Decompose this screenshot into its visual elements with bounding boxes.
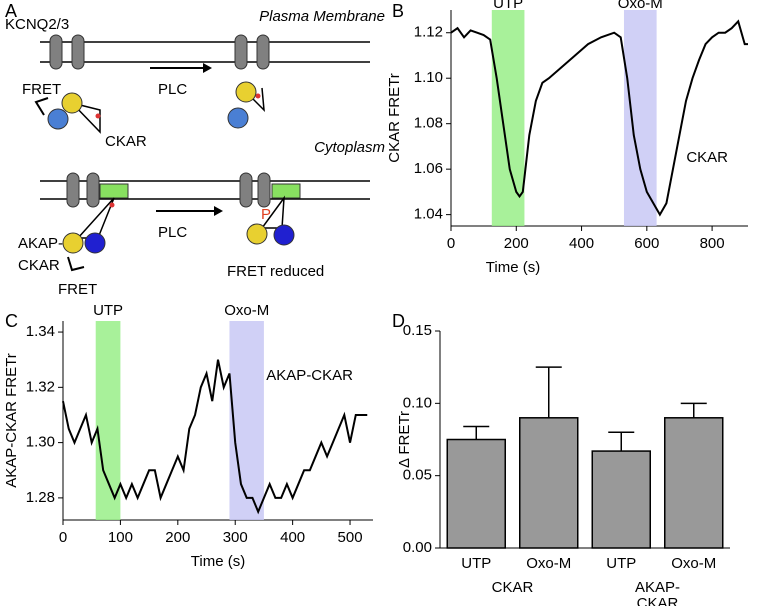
fret-arrow xyxy=(34,97,49,116)
x-axis-title: Time (s) xyxy=(191,553,245,570)
stimulus-label: UTP xyxy=(493,0,523,12)
channel xyxy=(257,172,271,208)
x-tick-label: 400 xyxy=(280,529,305,546)
trace xyxy=(450,19,748,217)
label: Plasma Membrane xyxy=(259,8,385,25)
x-tick-label: Oxo-M xyxy=(526,555,571,572)
x-tick-label: 600 xyxy=(634,235,659,252)
bar xyxy=(446,438,506,549)
arrow-head xyxy=(214,206,223,216)
linker xyxy=(260,195,285,229)
diagram: A KCNQ2/3 Plasma xyxy=(5,1,385,298)
panel-letter: B xyxy=(392,1,404,21)
panel-letter: D xyxy=(392,311,405,331)
akap xyxy=(271,183,301,199)
group-label: AKAP- xyxy=(635,579,680,596)
stimulus-band xyxy=(229,321,264,520)
panel-letter: C xyxy=(5,311,18,331)
y-axis-title: AKAP-CKAR FRETr xyxy=(3,353,20,487)
group-label: CKAR xyxy=(492,579,534,596)
label: P xyxy=(261,206,271,223)
y-axis-title: Δ FRETr xyxy=(396,411,413,468)
site xyxy=(95,113,101,119)
stimulus-label: UTP xyxy=(93,302,123,319)
cfp xyxy=(84,232,106,254)
cfp xyxy=(47,108,69,130)
y-axis-title: CKAR FRETr xyxy=(386,73,403,162)
x-tick-label: 300 xyxy=(223,529,248,546)
akap xyxy=(99,183,129,199)
y-tick-label: 1.30 xyxy=(26,434,55,451)
channel xyxy=(66,172,80,208)
channel xyxy=(239,172,253,208)
y-tick-label: 1.06 xyxy=(414,160,443,177)
cfp xyxy=(273,224,295,246)
label: FRET xyxy=(22,81,61,98)
label: Cytoplasm xyxy=(314,139,385,156)
x-tick-label: 200 xyxy=(165,529,190,546)
y-tick-label: 1.04 xyxy=(414,206,443,223)
y-tick-label: 1.34 xyxy=(26,323,55,340)
linker xyxy=(69,101,101,134)
label: PLC xyxy=(158,81,187,98)
x-tick-label: UTP xyxy=(606,555,636,572)
group-label: CKAR xyxy=(637,595,679,606)
stimulus-band xyxy=(95,321,121,520)
yfp xyxy=(235,81,257,103)
channel xyxy=(234,34,248,70)
y-tick-label: 1.10 xyxy=(414,69,443,86)
label: CKAR xyxy=(105,133,147,150)
bar xyxy=(591,450,651,549)
stimulus-label: Oxo-M xyxy=(618,0,663,12)
fret-arrow xyxy=(67,256,85,272)
yfp xyxy=(62,232,84,254)
label: FRET xyxy=(58,281,97,298)
label: FRET reduced xyxy=(227,263,324,280)
stimulus-band xyxy=(491,10,525,226)
y-tick-label: 1.12 xyxy=(414,24,443,41)
y-tick-label: 0.15 xyxy=(403,322,432,339)
panel-letter: A xyxy=(5,1,17,21)
arrow-head xyxy=(203,63,212,73)
site xyxy=(109,202,115,208)
yfp xyxy=(61,92,83,114)
x-tick-label: Oxo-M xyxy=(671,555,716,572)
bar xyxy=(519,417,579,549)
x-tick-label: 500 xyxy=(338,529,363,546)
x-tick-label: 0 xyxy=(447,235,455,252)
annotation: AKAP-CKAR xyxy=(266,367,353,384)
x-tick-label: 800 xyxy=(700,235,725,252)
yfp xyxy=(246,223,268,245)
label: CKAR xyxy=(18,257,60,274)
x-axis-title: Time (s) xyxy=(486,259,540,276)
stimulus-band xyxy=(623,10,657,226)
y-tick-label: 0.00 xyxy=(403,539,432,556)
channel xyxy=(86,172,100,208)
site xyxy=(255,93,261,99)
x-tick-label: 100 xyxy=(108,529,133,546)
channel xyxy=(71,34,85,70)
label: AKAP- xyxy=(18,235,63,252)
y-tick-label: 1.28 xyxy=(26,489,55,506)
annotation: CKAR xyxy=(686,149,728,166)
y-tick-label: 0.10 xyxy=(403,394,432,411)
channel xyxy=(49,34,63,70)
cfp xyxy=(227,107,249,129)
label: KCNQ2/3 xyxy=(5,16,69,33)
stimulus-label: Oxo-M xyxy=(224,302,269,319)
y-tick-label: 0.05 xyxy=(403,467,432,484)
x-tick-label: 200 xyxy=(504,235,529,252)
x-tick-label: 400 xyxy=(569,235,594,252)
bar xyxy=(664,417,724,549)
x-tick-label: 0 xyxy=(59,529,67,546)
channel xyxy=(256,34,270,70)
trace xyxy=(62,359,368,515)
y-tick-label: 1.32 xyxy=(26,378,55,395)
y-tick-label: 1.08 xyxy=(414,115,443,132)
label: PLC xyxy=(158,224,187,241)
x-tick-label: UTP xyxy=(461,555,491,572)
